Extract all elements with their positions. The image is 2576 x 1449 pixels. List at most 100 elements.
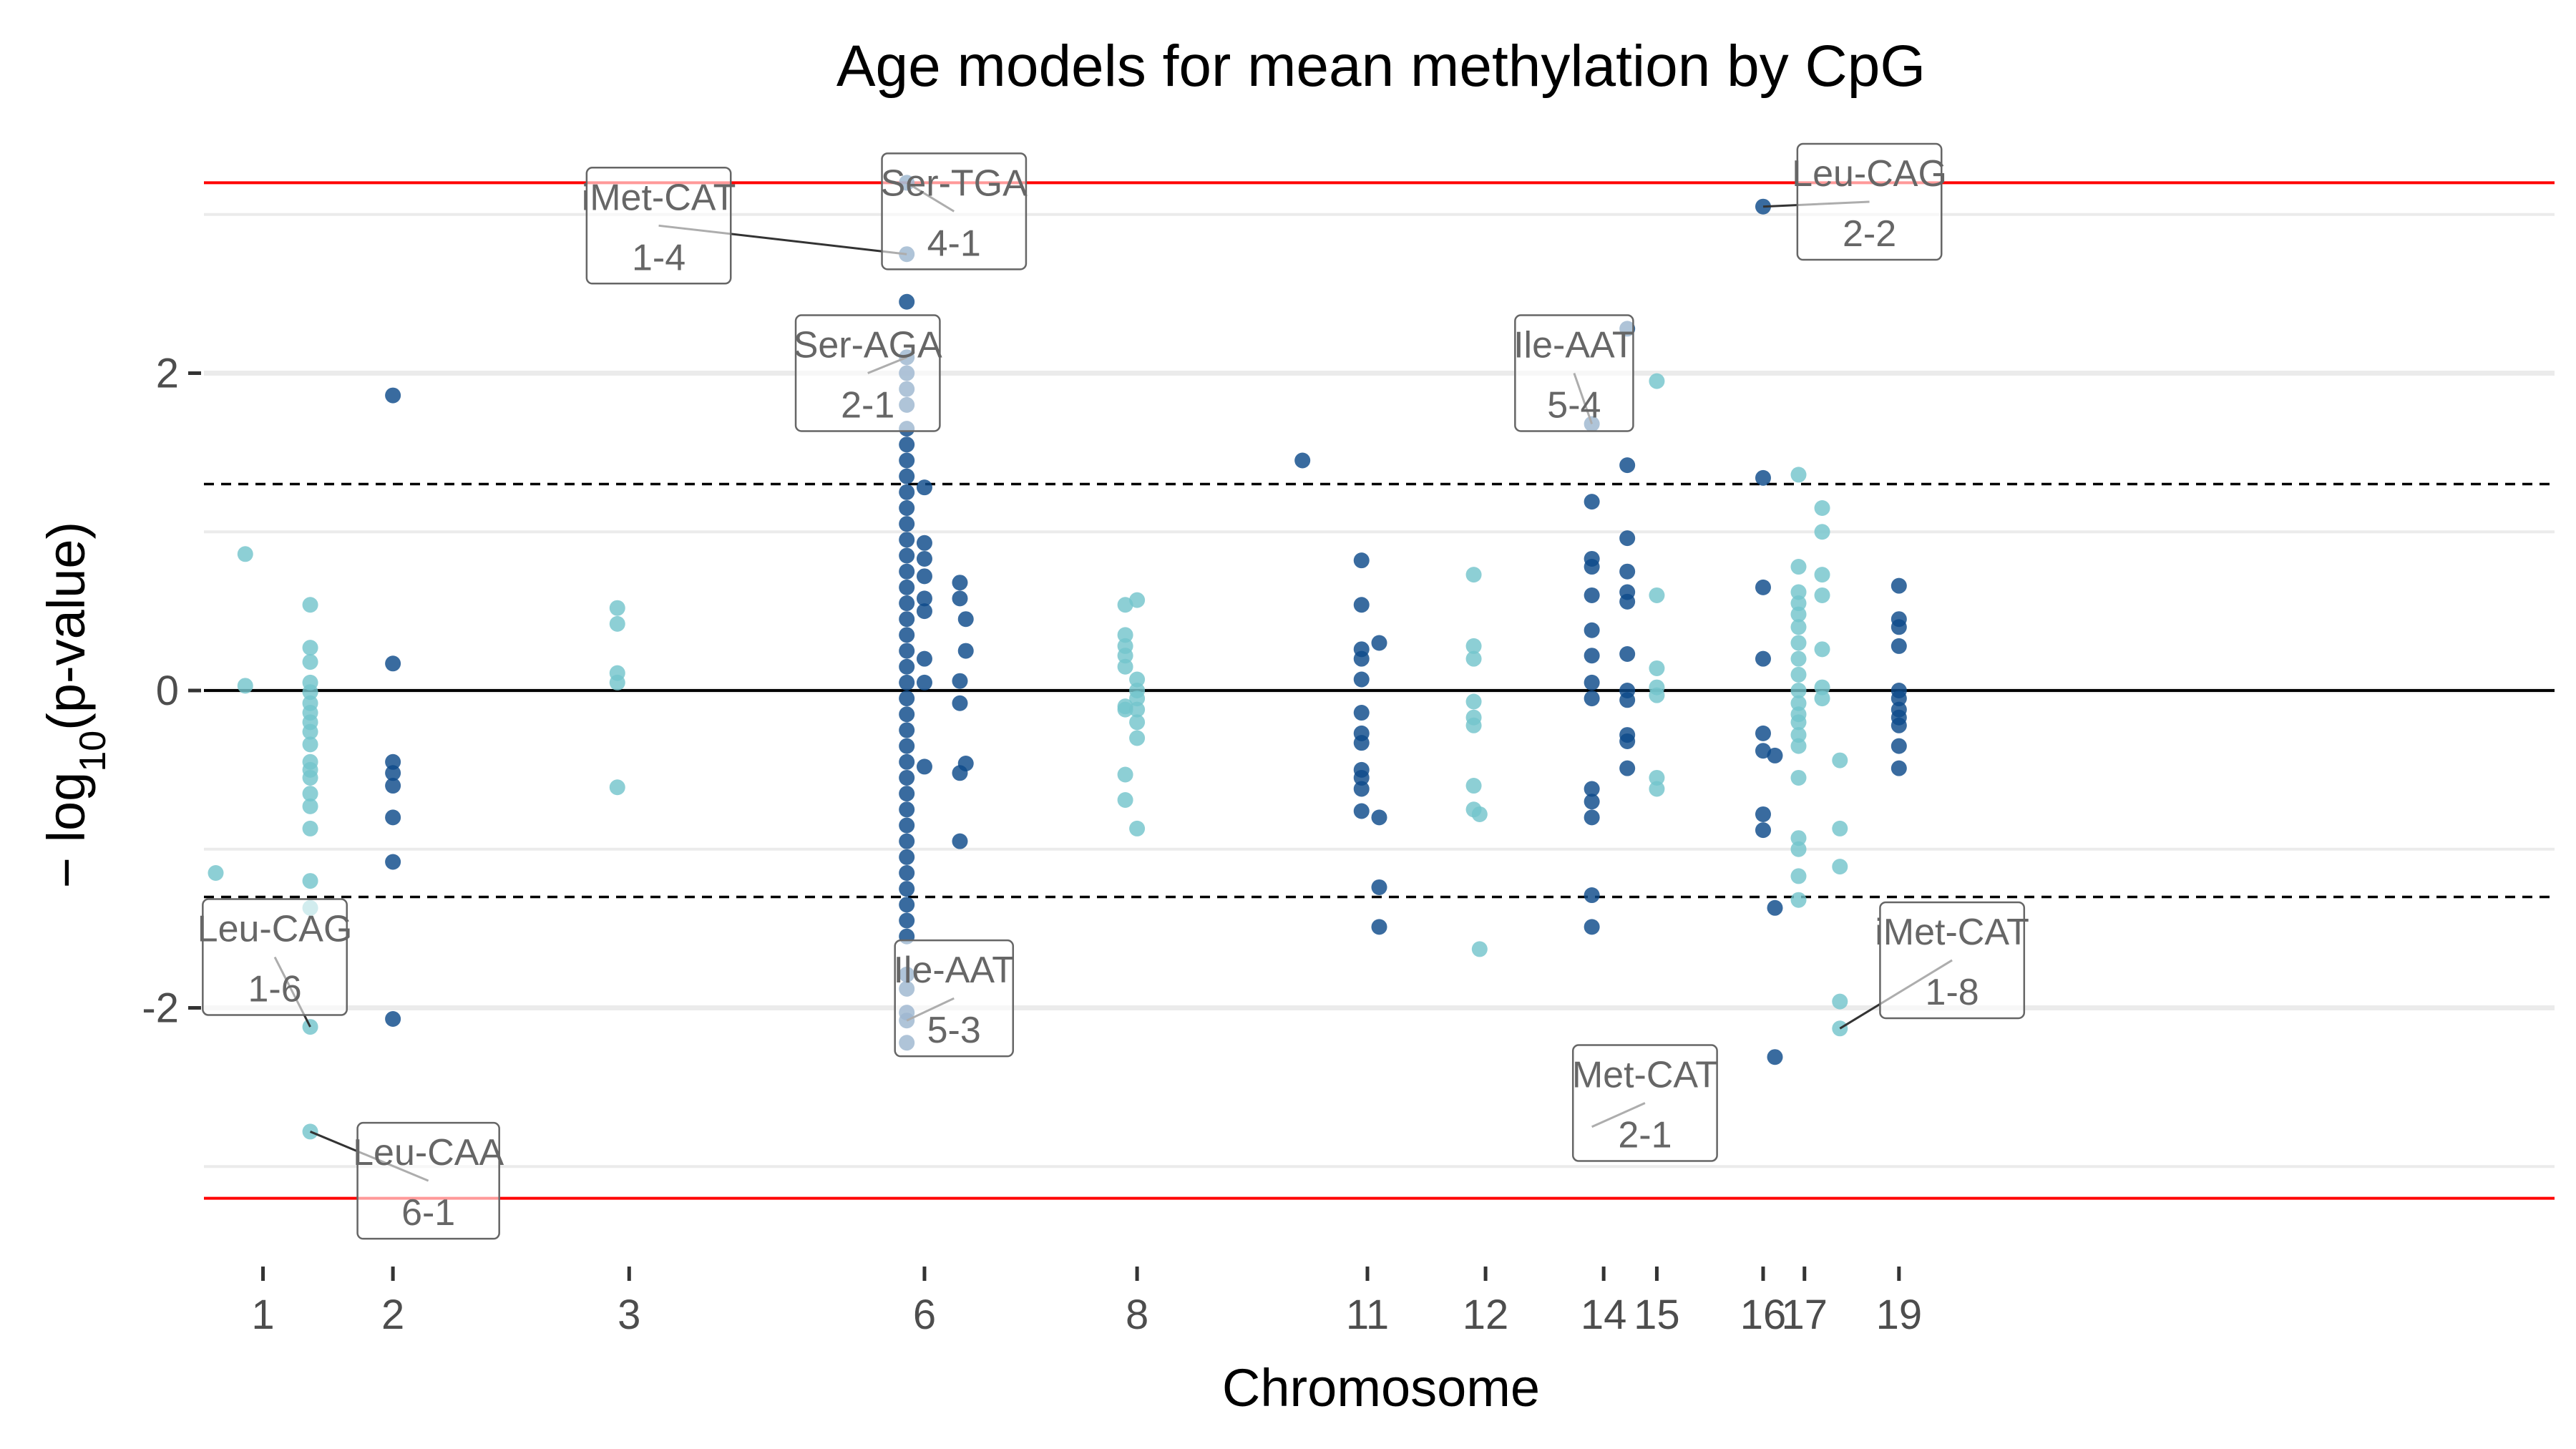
data-point — [1755, 725, 1771, 741]
data-point — [1890, 691, 1907, 707]
annotation-line2: 2-2 — [1843, 213, 1896, 255]
data-point — [302, 769, 318, 786]
data-point — [899, 579, 915, 595]
data-point — [1353, 735, 1370, 751]
data-point — [899, 484, 915, 500]
data-point — [1129, 592, 1146, 608]
data-point — [899, 516, 915, 532]
data-point — [1117, 597, 1133, 613]
annotation-label: Leu-CAG 2-2 — [1762, 142, 1947, 261]
data-point — [952, 673, 968, 689]
data-point — [1584, 781, 1600, 797]
data-point — [1584, 809, 1600, 826]
data-point — [952, 575, 968, 591]
data-point — [1294, 452, 1311, 469]
annotation-line1: Ser-AGA — [794, 325, 942, 366]
data-point — [1790, 666, 1807, 683]
data-point — [1767, 899, 1783, 916]
data-point — [1814, 567, 1830, 583]
data-point — [302, 597, 318, 613]
data-point — [302, 786, 318, 802]
data-point — [1814, 679, 1830, 696]
data-point — [1649, 373, 1665, 389]
data-point — [899, 865, 915, 881]
data-point — [609, 779, 625, 796]
data-point — [957, 643, 974, 659]
annotation-line2: 1-8 — [1926, 972, 1979, 1013]
annotation-box — [881, 152, 1028, 270]
data-point — [899, 627, 915, 643]
annotation-line2: 5-4 — [1547, 385, 1601, 426]
data-point — [1584, 648, 1600, 664]
annotation-box — [794, 314, 941, 432]
annotation-label: Leu-CAG 1-6 — [197, 898, 352, 1028]
data-point — [1755, 822, 1771, 839]
data-point — [302, 654, 318, 670]
annotation-label: Met-CAT 2-1 — [1571, 1044, 1718, 1162]
data-point — [1371, 919, 1387, 935]
annotation-box — [202, 898, 348, 1016]
data-point — [1814, 524, 1830, 540]
data-point — [237, 546, 253, 562]
data-point — [1649, 769, 1665, 786]
x-tick-label: 16 — [1740, 1292, 1787, 1338]
x-tick-label: 8 — [1126, 1292, 1148, 1338]
data-point — [1619, 530, 1636, 547]
data-point — [899, 468, 915, 484]
annotation-label: iMet-CAT 1-8 — [1839, 901, 2029, 1030]
annotation-line1: iMet-CAT — [1875, 912, 2029, 953]
data-point — [385, 1011, 401, 1027]
data-point — [952, 833, 968, 849]
x-tick-label: 14 — [1581, 1292, 1627, 1338]
data-point — [1790, 830, 1807, 847]
data-point — [1584, 919, 1600, 935]
data-point — [1790, 467, 1807, 483]
annotation-line2: 4-1 — [927, 223, 981, 264]
data-point — [1117, 792, 1133, 808]
data-point — [899, 643, 915, 659]
data-point — [1129, 820, 1146, 836]
data-point — [385, 753, 401, 770]
data-point — [1353, 650, 1370, 667]
data-point — [1371, 809, 1387, 826]
data-point — [1814, 691, 1830, 707]
data-point — [1767, 1049, 1783, 1065]
data-point — [899, 897, 915, 913]
annotation-box — [894, 939, 1015, 1058]
data-point — [899, 786, 915, 802]
annotation-line2: 1-4 — [632, 237, 686, 278]
data-point — [1755, 806, 1771, 822]
chart-title: Age models for mean methylation by CpG — [836, 34, 1926, 99]
data-point — [302, 640, 318, 656]
data-point — [1790, 619, 1807, 635]
data-point — [302, 873, 318, 889]
data-points — [208, 175, 1907, 1140]
data-point — [1814, 587, 1830, 603]
data-point — [1129, 714, 1146, 731]
data-point — [302, 736, 318, 753]
annotation-label: Ser-TGA 4-1 — [881, 152, 1028, 270]
data-point — [1465, 693, 1482, 710]
data-point — [1353, 597, 1370, 613]
x-tick-label: 19 — [1876, 1292, 1923, 1338]
data-point — [1117, 648, 1133, 664]
data-point — [1353, 803, 1370, 819]
data-point — [385, 854, 401, 870]
data-point — [1790, 841, 1807, 857]
annotation-box — [1571, 1044, 1718, 1162]
data-point — [1890, 738, 1907, 754]
data-point — [899, 532, 915, 548]
data-point — [1649, 660, 1665, 676]
y-tick-label: 0 — [156, 668, 179, 714]
annotation-line1: Ser-TGA — [881, 162, 1028, 204]
y-tick-label: -2 — [142, 985, 179, 1031]
data-point — [899, 436, 915, 453]
data-point — [899, 706, 915, 723]
data-point — [237, 678, 253, 694]
data-point — [1465, 778, 1482, 794]
annotation-box — [1514, 314, 1634, 432]
data-point — [1790, 559, 1807, 575]
data-point — [1129, 701, 1146, 718]
data-point — [1117, 766, 1133, 783]
